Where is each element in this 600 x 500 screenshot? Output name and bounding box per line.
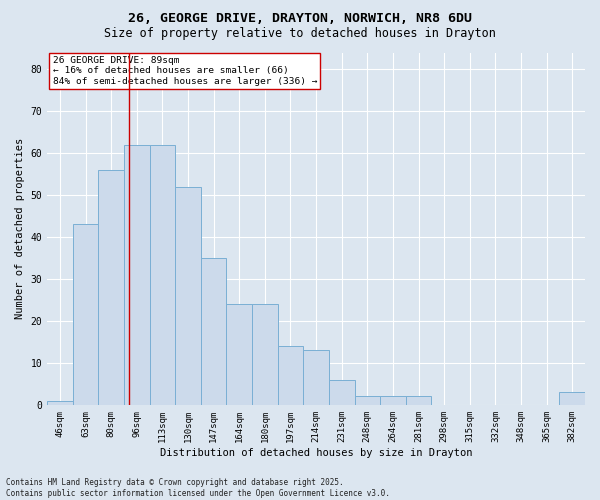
- Text: 26 GEORGE DRIVE: 89sqm
← 16% of detached houses are smaller (66)
84% of semi-det: 26 GEORGE DRIVE: 89sqm ← 16% of detached…: [53, 56, 317, 86]
- Text: Contains HM Land Registry data © Crown copyright and database right 2025.
Contai: Contains HM Land Registry data © Crown c…: [6, 478, 390, 498]
- Bar: [406, 396, 431, 405]
- Bar: [559, 392, 585, 405]
- Bar: [175, 186, 201, 405]
- Text: 26, GEORGE DRIVE, DRAYTON, NORWICH, NR8 6DU: 26, GEORGE DRIVE, DRAYTON, NORWICH, NR8 …: [128, 12, 472, 26]
- Y-axis label: Number of detached properties: Number of detached properties: [15, 138, 25, 320]
- Bar: [201, 258, 226, 405]
- Bar: [329, 380, 355, 405]
- Bar: [355, 396, 380, 405]
- Bar: [73, 224, 98, 405]
- Bar: [303, 350, 329, 405]
- Bar: [149, 145, 175, 405]
- Bar: [124, 145, 149, 405]
- Bar: [98, 170, 124, 405]
- Bar: [278, 346, 303, 405]
- Bar: [226, 304, 252, 405]
- X-axis label: Distribution of detached houses by size in Drayton: Distribution of detached houses by size …: [160, 448, 472, 458]
- Bar: [380, 396, 406, 405]
- Text: Size of property relative to detached houses in Drayton: Size of property relative to detached ho…: [104, 28, 496, 40]
- Bar: [252, 304, 278, 405]
- Bar: [47, 400, 73, 405]
